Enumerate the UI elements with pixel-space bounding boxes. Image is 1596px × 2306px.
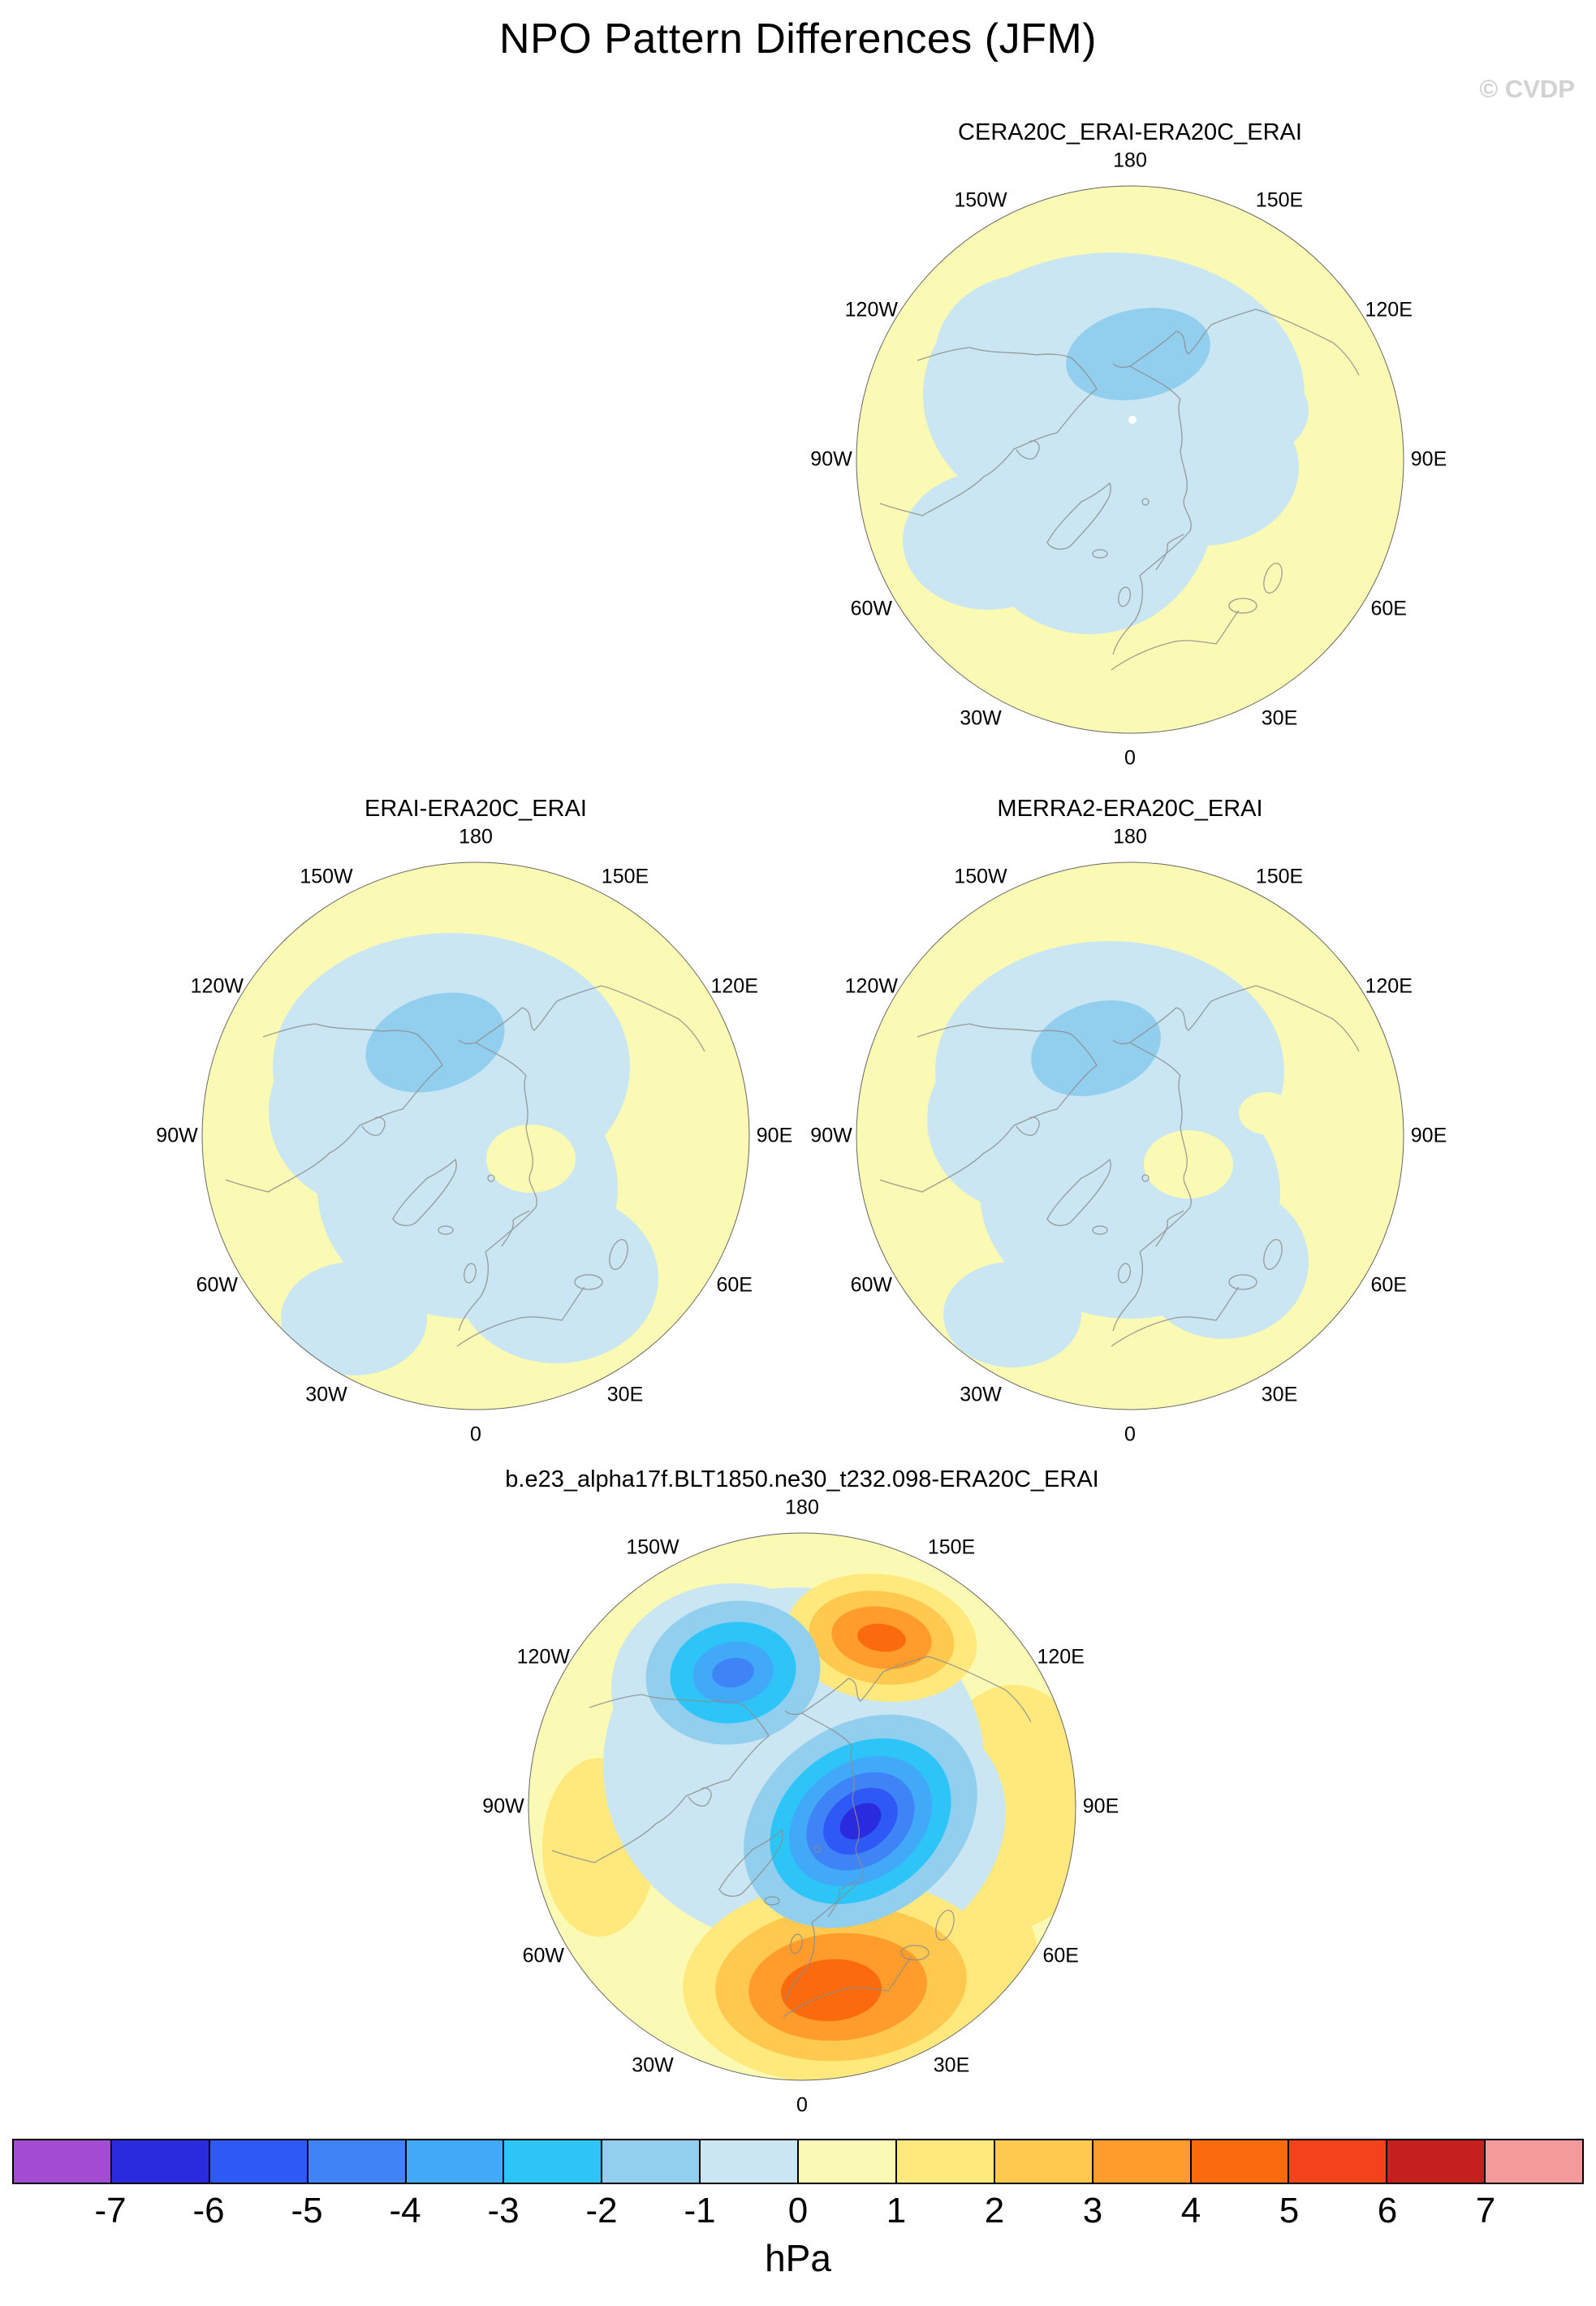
colorbar-tick-6: 6 xyxy=(1377,2191,1398,2230)
map-box: 180 150E 120E 90E 60E 30E 0 30W 60W 90W 120W 150W xyxy=(810,826,1447,1446)
colorbar-tick-2: 2 xyxy=(984,2191,1005,2230)
panel-title: ERAI-ERA20C_ERAI xyxy=(364,796,587,822)
cvdp-watermark: © CVDP xyxy=(1479,75,1575,103)
colorbar-segment-2 xyxy=(209,2140,308,2183)
colorbar xyxy=(12,2139,1584,2184)
colorbar-segment-13 xyxy=(1289,2140,1388,2183)
polar-map-cera20c xyxy=(856,185,1404,734)
colorbar-segment-5 xyxy=(504,2140,603,2183)
map-panel-cera20c: CERA20C_ERAI-ERA20C_ERAI xyxy=(810,114,1447,770)
map-box: 180 150E 120E 90E 60E 30E 0 30W 60W 90W 120W 150W xyxy=(156,826,792,1446)
colorbar-tick--2: -2 xyxy=(585,2191,618,2230)
polar-map-model xyxy=(528,1532,1076,2081)
colorbar-tick--7: -7 xyxy=(94,2191,127,2230)
colorbar-segment-9 xyxy=(896,2140,995,2183)
map-panel-model: b.e23_alpha17f.BLT1850.ne30_t232.098-ERA… xyxy=(482,1461,1119,2117)
polar-map-merra2 xyxy=(856,862,1404,1410)
panel-title: CERA20C_ERAI-ERA20C_ERAI xyxy=(958,119,1302,145)
colorbar-unit-label: hPa xyxy=(765,2237,831,2279)
colorbar-tick--1: -1 xyxy=(684,2191,716,2230)
colorbar-segment-10 xyxy=(994,2140,1093,2183)
colorbar-segment-8 xyxy=(799,2140,897,2183)
colorbar-segment-7 xyxy=(701,2140,799,2183)
colorbar-segment-1 xyxy=(111,2140,210,2183)
colorbar-segment-15 xyxy=(1486,2140,1582,2183)
colorbar-segment-11 xyxy=(1093,2140,1192,2183)
colorbar-segment-3 xyxy=(308,2140,407,2183)
colorbar-tick-5: 5 xyxy=(1279,2191,1300,2230)
colorbar-segment-0 xyxy=(14,2140,112,2183)
polar-map-erai xyxy=(201,862,750,1410)
colorbar-tick--5: -5 xyxy=(291,2191,323,2230)
colorbar-segment-14 xyxy=(1387,2140,1486,2183)
colorbar-tick--6: -6 xyxy=(192,2191,225,2230)
map-panel-merra2: MERRA2-ERA20C_ERAI xyxy=(810,790,1447,1446)
colorbar-tick-7: 7 xyxy=(1475,2191,1496,2230)
colorbar-ticks: -7 -6 -5 -4 -3 -2 -1 0 1 2 3 4 5 6 7 xyxy=(12,2191,1584,2231)
map-panel-erai: ERAI-ERA20C_ERAI xyxy=(156,790,792,1446)
panel-title: MERRA2-ERA20C_ERAI xyxy=(997,796,1263,822)
colorbar-segment-12 xyxy=(1191,2140,1290,2183)
colorbar-segment-6 xyxy=(602,2140,701,2183)
panel-title: b.e23_alpha17f.BLT1850.ne30_t232.098-ERA… xyxy=(505,1466,1099,1492)
colorbar-tick-4: 4 xyxy=(1180,2191,1201,2230)
colorbar-tick--3: -3 xyxy=(487,2191,520,2230)
page-title: NPO Pattern Differences (JFM) xyxy=(499,15,1097,63)
colorbar-segment-4 xyxy=(406,2140,505,2183)
colorbar-tick-0: 0 xyxy=(787,2191,809,2230)
colorbar-tick-1: 1 xyxy=(886,2191,907,2230)
colorbar-tick--4: -4 xyxy=(389,2191,421,2230)
colorbar-tick-3: 3 xyxy=(1082,2191,1103,2230)
map-box: 180 150E 120E 90E 60E 30E 0 30W 60W 90W 120W 150W xyxy=(482,1496,1119,2117)
map-box: 180 150E 120E 90E 60E 30E 0 30W 60W 90W 120W 150W xyxy=(810,149,1447,770)
